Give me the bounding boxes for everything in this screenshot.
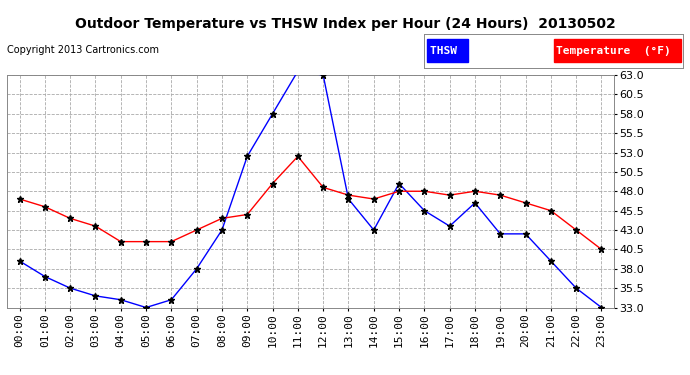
Text: THSW  (°F): THSW (°F) [429, 46, 497, 56]
Text: Copyright 2013 Cartronics.com: Copyright 2013 Cartronics.com [7, 45, 159, 55]
FancyBboxPatch shape [553, 39, 680, 62]
Text: Temperature  (°F): Temperature (°F) [556, 46, 671, 56]
Text: Outdoor Temperature vs THSW Index per Hour (24 Hours)  20130502: Outdoor Temperature vs THSW Index per Ho… [75, 17, 615, 31]
FancyBboxPatch shape [427, 39, 469, 62]
